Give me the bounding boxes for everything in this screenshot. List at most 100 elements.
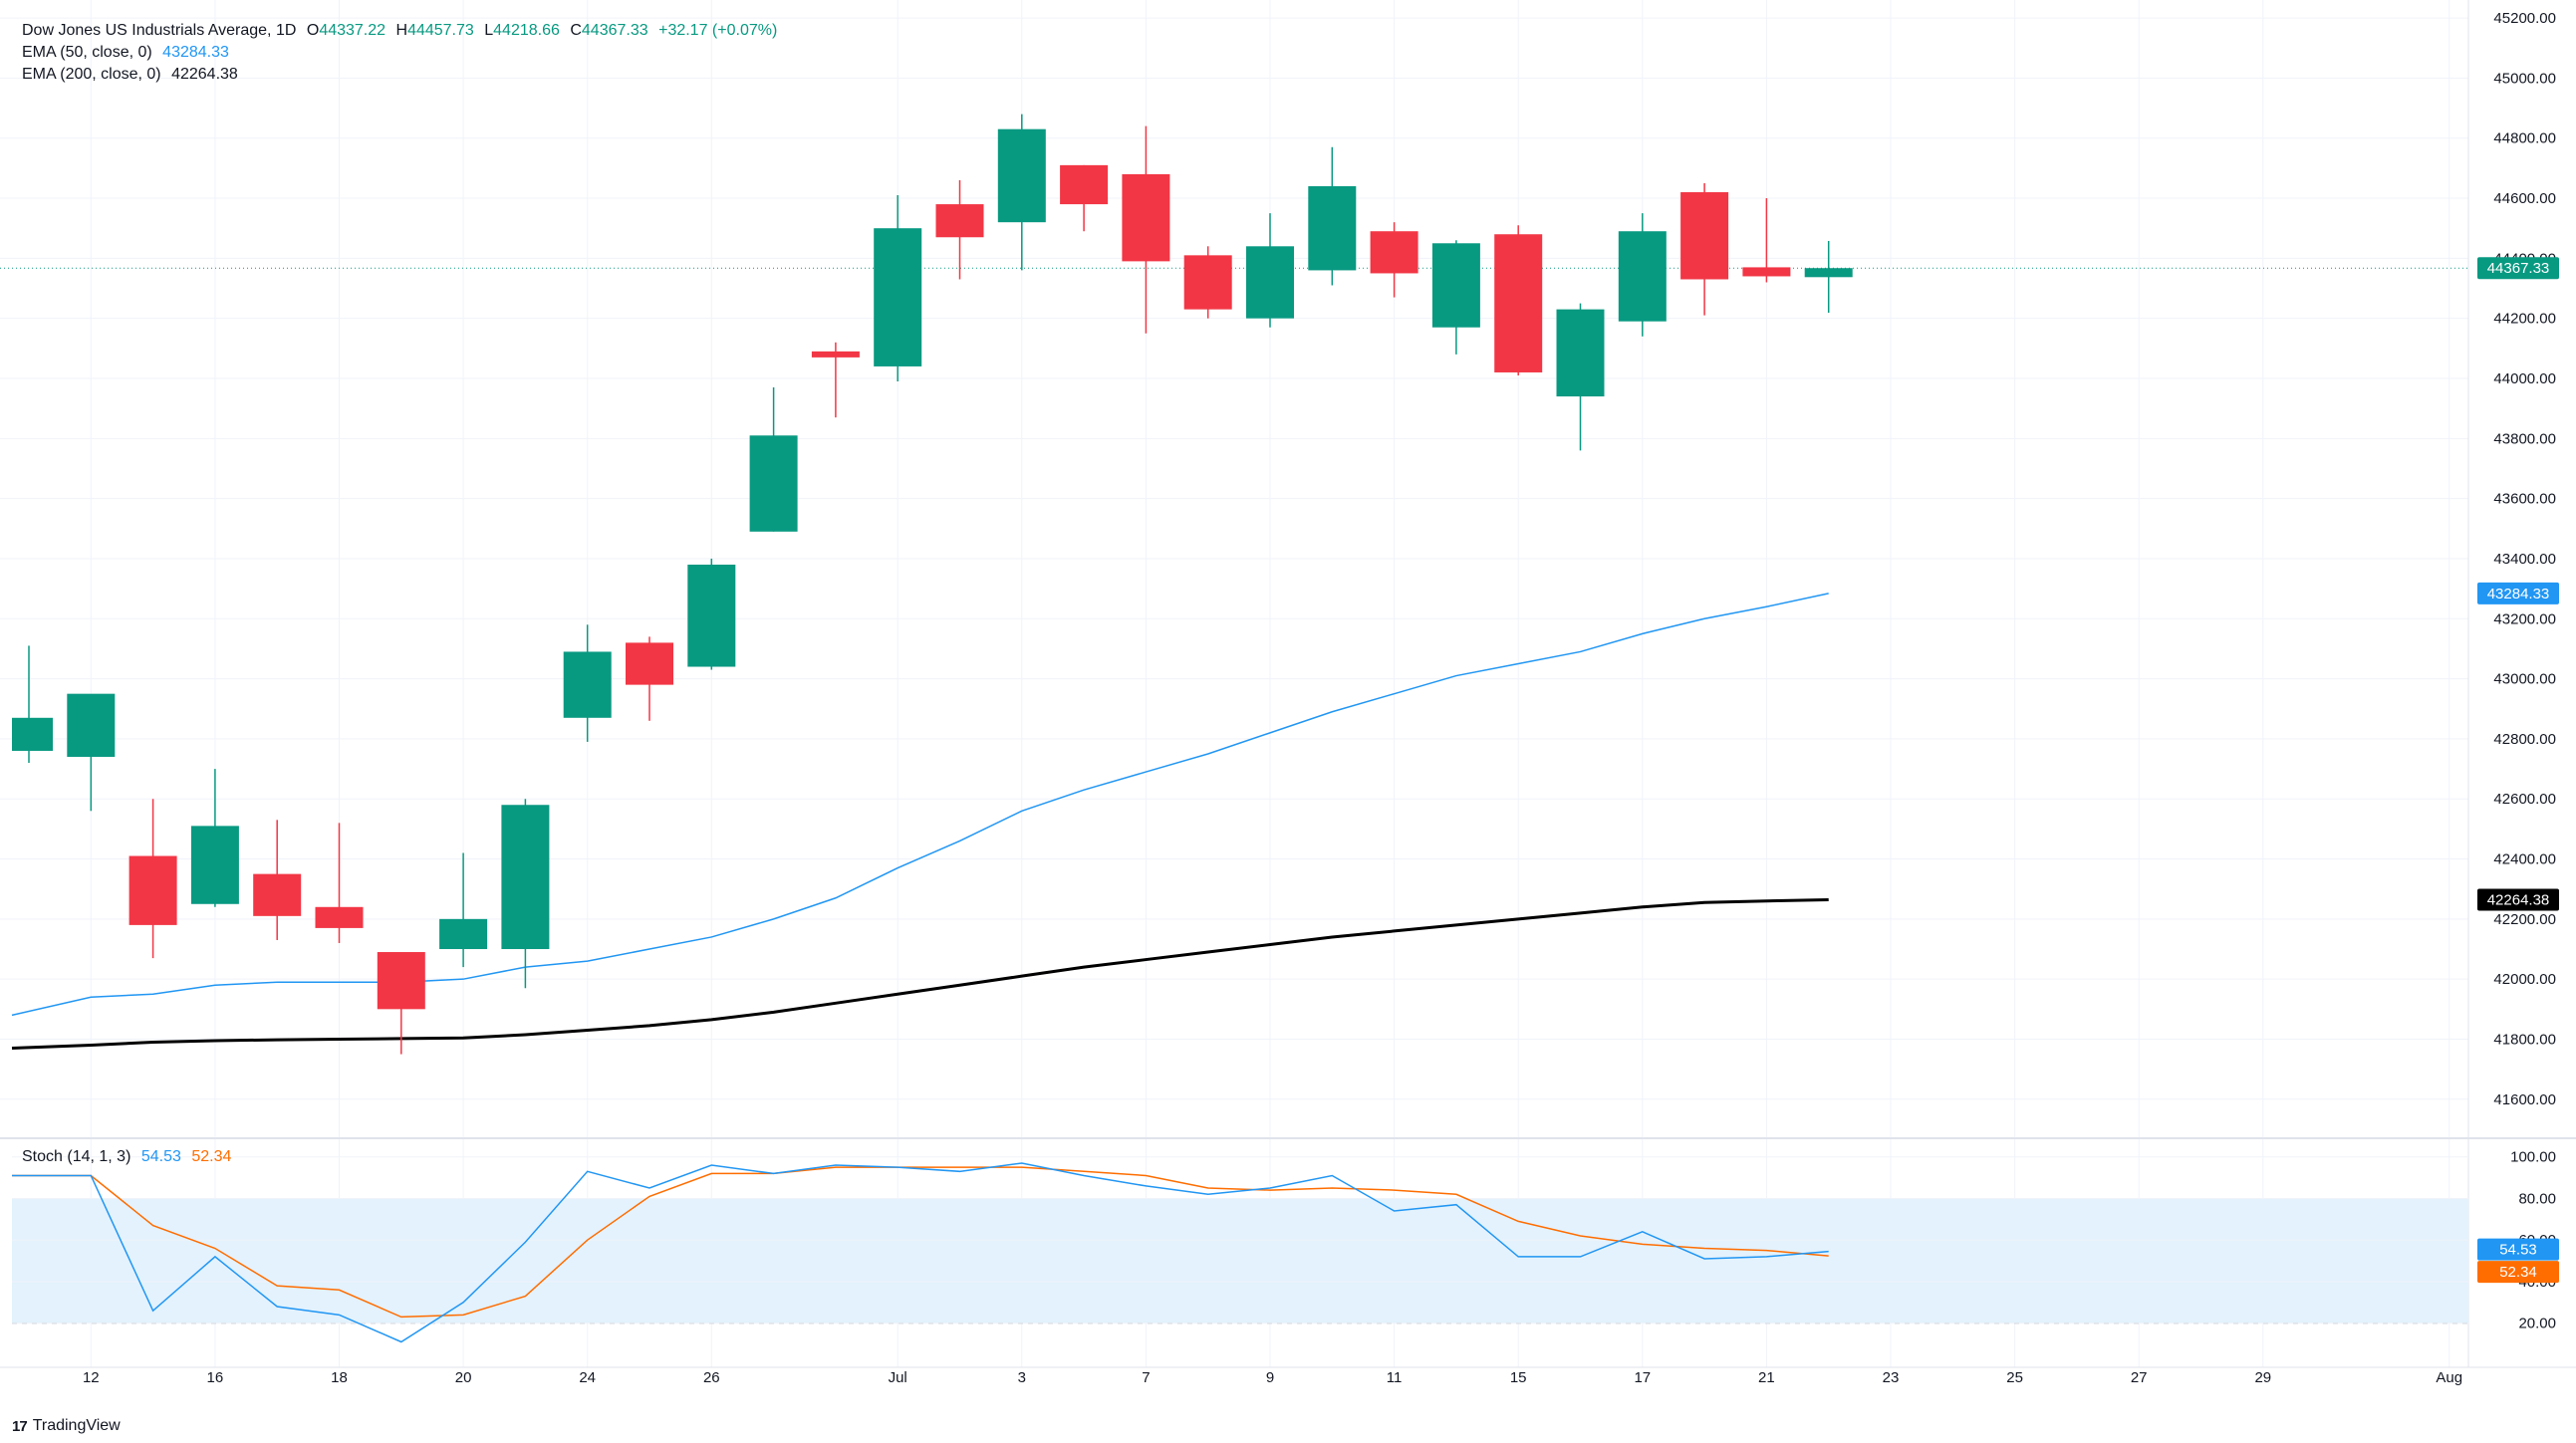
candle-body	[1060, 164, 1109, 205]
time-tick-label: 3	[1018, 1369, 1026, 1386]
candle-body	[626, 642, 673, 685]
time-tick-label: 12	[83, 1369, 100, 1386]
price-tick-label: 43200.00	[2493, 610, 2556, 627]
tradingview-logo[interactable]: 17 TradingView	[12, 1417, 121, 1435]
price-tick-label: 41600.00	[2493, 1091, 2556, 1108]
time-tick-label: 11	[1387, 1369, 1403, 1386]
candle	[1494, 225, 1543, 375]
time-tick-label: 20	[455, 1369, 472, 1386]
legend-symbol: Dow Jones US Industrials Average, 1D	[22, 22, 297, 39]
price-tick-label: 42400.00	[2493, 851, 2556, 868]
legend-ema200-label: EMA (200, close, 0)	[22, 66, 161, 83]
candle	[1556, 303, 1605, 451]
candle	[1060, 164, 1109, 232]
time-tick-label: Aug	[2436, 1369, 2462, 1386]
time-tick-label: 21	[1758, 1369, 1775, 1386]
candle	[253, 820, 302, 940]
candle-body	[439, 918, 488, 950]
price-tick-label: 42600.00	[2493, 791, 2556, 808]
candle	[935, 179, 984, 280]
price-tick-label: 44600.00	[2493, 190, 2556, 207]
candle-body	[67, 693, 116, 757]
tradingview-name: TradingView	[32, 1417, 121, 1434]
legend-open: 44337.22	[319, 22, 386, 39]
candle-body	[563, 651, 612, 718]
legend-symbol-line: Dow Jones US Industrials Average, 1D O44…	[22, 22, 777, 40]
candle	[1370, 222, 1418, 298]
last-price-label-text: 44367.33	[2487, 260, 2550, 277]
candle-body	[377, 952, 425, 1010]
price-tick-label: 42200.00	[2493, 911, 2556, 928]
price-tick-label: 42000.00	[2493, 971, 2556, 988]
ema50-price-label: 43284.33	[2477, 582, 2559, 604]
candle-body	[1494, 234, 1543, 372]
candle	[501, 799, 550, 989]
price-tick-label: 45200.00	[2493, 10, 2556, 27]
stoch-d-label-bg	[2477, 1261, 2559, 1284]
time-tick-label: 24	[579, 1369, 596, 1386]
candle-body	[811, 351, 860, 358]
price-tick-label: 44800.00	[2493, 130, 2556, 147]
candle	[1680, 182, 1729, 316]
legend-high-label: H	[395, 22, 408, 39]
time-tick-label: 23	[1883, 1369, 1900, 1386]
candle	[315, 823, 364, 943]
legend-stoch-line: Stoch (14, 1, 3) 54.53 52.34	[22, 1148, 231, 1166]
time-tick-label: 7	[1142, 1369, 1150, 1386]
candle	[1742, 198, 1791, 283]
legend-ema200-value: 42264.38	[171, 66, 238, 83]
legend-stoch-k: 54.53	[140, 1148, 181, 1165]
price-tick-label: 45000.00	[2493, 70, 2556, 87]
stoch-k-label: 54.53	[2477, 1238, 2559, 1261]
candle-body	[129, 855, 177, 925]
time-tick-label: 25	[2006, 1369, 2023, 1386]
legend-low: 44218.66	[493, 22, 560, 39]
candle	[626, 636, 673, 721]
legend-open-label: O	[306, 22, 320, 39]
price-tick-label: 44200.00	[2493, 311, 2556, 328]
ema200-price-label: 42264.38	[2477, 888, 2559, 911]
stoch-d-line	[12, 1166, 1829, 1319]
candle	[563, 624, 612, 742]
candle-body	[935, 204, 984, 238]
time-tick-label: 17	[1634, 1369, 1651, 1386]
time-tick-label: 9	[1266, 1369, 1274, 1386]
candle	[811, 342, 860, 418]
time-tick-label: 29	[2254, 1369, 2271, 1386]
candle-body	[1308, 185, 1357, 271]
candle	[1804, 240, 1853, 314]
legend-stoch-label: Stoch (14, 1, 3)	[22, 1148, 131, 1165]
candle-body	[12, 717, 53, 751]
legend-high: 44457.73	[407, 22, 474, 39]
stoch-tick-label: 20.00	[2518, 1316, 2556, 1332]
candle	[1431, 240, 1480, 355]
time-tick-label: 18	[331, 1369, 348, 1386]
candle-body	[253, 873, 302, 916]
price-tick-label: 43600.00	[2493, 491, 2556, 508]
time-tick-label: 27	[2131, 1369, 2148, 1386]
candle-body	[874, 228, 922, 366]
candle	[12, 645, 53, 764]
candle-body	[1122, 173, 1170, 262]
price-tick-label: 43400.00	[2493, 551, 2556, 568]
legend-close: 44367.33	[581, 22, 648, 39]
candle-body	[749, 435, 798, 532]
ema200-line	[11, 897, 1829, 1051]
price-tick-label: 43000.00	[2493, 671, 2556, 688]
price-tick-label: 42800.00	[2493, 731, 2556, 748]
candle	[749, 387, 798, 532]
stoch-k-label-bg	[2477, 1238, 2559, 1261]
candle	[1308, 146, 1357, 286]
stoch-k-line	[12, 1162, 1829, 1343]
stoch-d-label-text: 52.34	[2499, 1264, 2537, 1281]
stoch-tick-label: 100.00	[2510, 1149, 2556, 1166]
candle-body	[1618, 231, 1667, 322]
ema200-price-label-text: 42264.38	[2487, 891, 2550, 908]
candle-body	[1742, 267, 1791, 277]
ema50-line	[11, 593, 1829, 1017]
candle	[190, 769, 239, 907]
time-tick-label: 15	[1510, 1369, 1527, 1386]
candle-body	[315, 906, 364, 928]
candle-body	[997, 128, 1046, 223]
